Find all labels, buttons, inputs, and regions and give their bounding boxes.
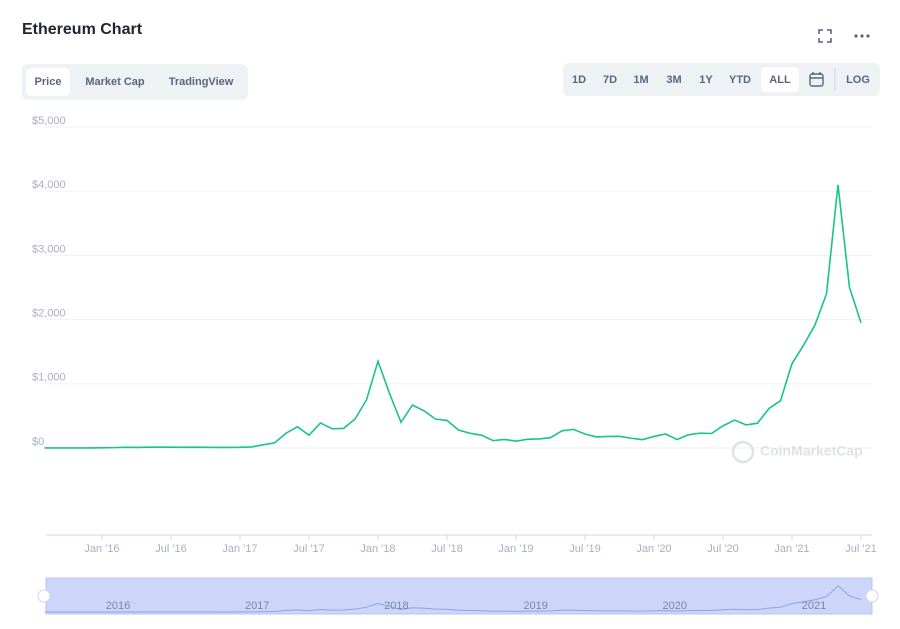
x-tick-label: Jul '21 <box>845 543 876 555</box>
price-line <box>44 184 862 449</box>
x-tick-label: Jan '21 <box>774 543 809 555</box>
navigator-year: 2018 <box>384 600 408 612</box>
range[interactable]: 7D <box>603 74 617 86</box>
watermark: CoinMarketCap <box>731 440 863 464</box>
navigator-year: 2016 <box>106 600 130 612</box>
tab-group <box>22 64 248 100</box>
x-tick-label: Jul '18 <box>431 543 462 555</box>
range[interactable]: 1Y <box>699 74 713 86</box>
navigator-year: 2020 <box>663 600 687 612</box>
x-tick-label: Jan '16 <box>84 543 119 555</box>
range[interactable]: 1M <box>633 74 648 86</box>
x-tick-label: Jan '20 <box>636 543 671 555</box>
x-tick-label: Jan '18 <box>360 543 395 555</box>
y-tick-label: $0 <box>32 436 44 448</box>
log-toggle[interactable]: LOG <box>846 74 870 86</box>
y-tick-label: $3,000 <box>32 243 66 255</box>
calendar-icon[interactable] <box>809 72 824 87</box>
range[interactable]: YTD <box>729 74 751 86</box>
tab[interactable]: TradingView <box>169 76 234 88</box>
range-group <box>563 63 880 96</box>
x-tick-label: Jul '20 <box>707 543 738 555</box>
tab[interactable]: Market Cap <box>85 76 145 88</box>
navigator-year: 2021 <box>802 600 826 612</box>
x-tick-label: Jan '17 <box>222 543 257 555</box>
fullscreen-icon[interactable] <box>818 29 832 43</box>
y-tick-label: $1,000 <box>32 372 66 384</box>
tab[interactable]: Price <box>35 76 62 88</box>
x-tick-label: Jul '19 <box>569 543 600 555</box>
navigator-line <box>44 585 862 613</box>
range[interactable]: 3M <box>666 74 681 86</box>
more-icon[interactable] <box>854 34 870 38</box>
range[interactable]: ALL <box>769 74 791 86</box>
navigator-handle[interactable] <box>37 589 51 603</box>
watermark-text: CoinMarketCap <box>760 443 863 459</box>
y-tick-label: $5,000 <box>32 115 66 127</box>
navigator-handle[interactable] <box>865 589 879 603</box>
navigator-year: 2019 <box>523 600 547 612</box>
y-tick-label: $4,000 <box>32 179 66 191</box>
navigator[interactable] <box>45 577 873 615</box>
chart-title: Ethereum Chart <box>22 21 143 38</box>
y-tick-label: $2,000 <box>32 308 66 320</box>
x-tick-label: Jul '16 <box>155 543 186 555</box>
range[interactable]: 1D <box>572 74 586 86</box>
navigator-year: 2017 <box>245 600 269 612</box>
range-selected <box>761 67 799 92</box>
tab-selected <box>26 68 70 96</box>
x-tick-label: Jul '17 <box>293 543 324 555</box>
x-tick-label: Jan '19 <box>498 543 533 555</box>
